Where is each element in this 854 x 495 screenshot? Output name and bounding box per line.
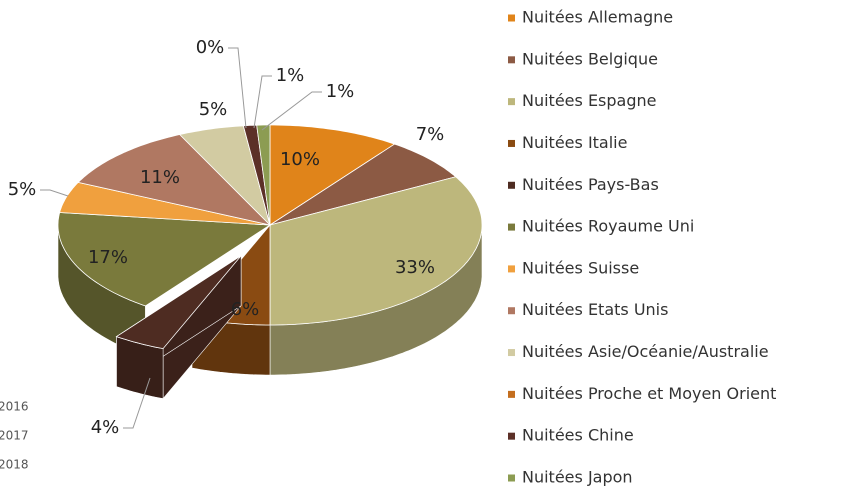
legend-marker — [508, 56, 515, 64]
legend-label: Nuitées Suisse — [522, 258, 639, 277]
side-label: 2018 — [0, 458, 29, 472]
leader-line — [40, 189, 69, 197]
legend-marker — [508, 474, 515, 482]
slice — [115, 255, 242, 350]
legend-marker — [508, 98, 515, 106]
legend-label: Nuitées Etats Unis — [522, 300, 668, 319]
value-label: 5% — [8, 179, 37, 200]
side-label: 2016 — [0, 400, 29, 414]
legend-marker — [508, 14, 515, 22]
legend-marker — [508, 390, 515, 398]
legend-label: Nuitées Royaume Uni — [522, 217, 694, 236]
legend-marker — [508, 223, 515, 231]
value-label: 4% — [91, 417, 120, 438]
legend-marker — [508, 139, 515, 147]
value-label: 1% — [276, 65, 305, 86]
slice — [178, 125, 271, 227]
legend-marker — [508, 181, 515, 189]
leader-line — [261, 91, 322, 131]
slice — [256, 124, 271, 226]
leader-line — [228, 47, 247, 129]
legend-marker — [508, 265, 515, 273]
legend-marker — [508, 349, 515, 357]
slice — [59, 181, 271, 226]
slice — [77, 134, 272, 226]
value-label: 6% — [231, 299, 260, 320]
slice — [269, 143, 457, 226]
legend-label: Nuitées Espagne — [522, 91, 656, 110]
value-label: 7% — [416, 124, 445, 145]
side-label: 2017 — [0, 429, 29, 443]
leader-line — [123, 377, 151, 429]
value-label: 17% — [88, 247, 128, 268]
legend-label: Nuitées Allemagne — [522, 8, 673, 27]
value-label: 33% — [395, 257, 435, 278]
value-label: 1% — [326, 81, 355, 102]
value-label: 0% — [196, 37, 225, 58]
legend-marker — [508, 432, 515, 440]
slice — [269, 176, 483, 326]
slice — [57, 212, 272, 307]
value-label: 5% — [199, 99, 228, 120]
value-label: 11% — [140, 167, 180, 188]
legend-label: Nuitées Belgique — [522, 49, 658, 68]
legend-label: Nuitées Italie — [522, 133, 627, 152]
slice — [269, 124, 396, 226]
legend-label: Nuitées Chine — [522, 426, 634, 445]
legend-label: Nuitées Proche et Moyen Orient — [522, 384, 776, 403]
leader-line — [253, 75, 272, 129]
value-label: 10% — [280, 149, 320, 170]
legend-label: Nuitées Pays-Bas — [522, 175, 659, 194]
legend-label: Nuitées Japon — [522, 468, 633, 487]
legend-label: Nuitées Asie/Océanie/Australie — [522, 342, 769, 361]
legend-marker — [508, 307, 515, 315]
